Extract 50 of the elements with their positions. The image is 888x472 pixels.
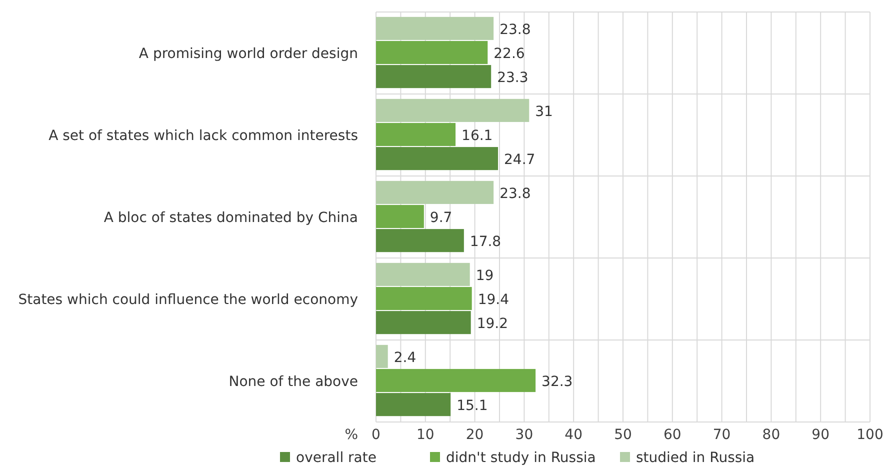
bar <box>376 204 424 228</box>
bar <box>376 368 536 392</box>
bar <box>376 16 494 40</box>
bar <box>376 286 472 310</box>
data-label: 23.8 <box>500 22 531 38</box>
x-tick-label: 0 <box>372 427 380 443</box>
data-label: 19.4 <box>478 292 510 308</box>
bar <box>376 122 456 146</box>
data-label: 22.6 <box>494 46 525 62</box>
bar <box>376 262 470 286</box>
bar <box>376 344 388 368</box>
bar <box>376 98 530 122</box>
x-tick-label: 90 <box>812 427 830 443</box>
x-tick-label: 50 <box>614 427 632 443</box>
x-tick-label: 70 <box>712 427 731 443</box>
bar <box>376 40 488 64</box>
data-label: 23.3 <box>497 70 528 86</box>
x-tick-label: 80 <box>762 427 780 443</box>
data-label: 19 <box>476 268 494 284</box>
y-tick-label: A promising world order design <box>138 46 358 62</box>
x-tick-label: 100 <box>856 427 884 443</box>
y-tick-label: None of the above <box>228 374 358 390</box>
data-label: 16.1 <box>462 128 493 144</box>
bar <box>376 393 451 416</box>
y-tick-label: A bloc of states dominated by China <box>104 210 358 226</box>
legend-label: didn't study in Russia <box>446 450 596 466</box>
x-tick-label: 30 <box>515 427 534 443</box>
data-label: 2.4 <box>394 350 416 366</box>
x-tick-label: 20 <box>466 427 484 443</box>
x-tick-label: 60 <box>663 427 682 443</box>
data-label: 15.1 <box>456 398 488 414</box>
x-tick-label: 10 <box>416 427 434 443</box>
data-label: 19.2 <box>476 316 508 332</box>
y-tick-label: A set of states which lack common interests <box>48 128 358 144</box>
x-axis-title: % <box>344 427 358 443</box>
data-label: 31 <box>535 104 553 120</box>
bar <box>376 180 494 204</box>
legend-label: studied in Russia <box>636 450 755 466</box>
x-tick-label: 40 <box>564 427 583 443</box>
data-label: 24.7 <box>504 152 536 168</box>
legend-label: overall rate <box>296 450 376 466</box>
bar <box>376 147 498 170</box>
bar <box>376 65 492 88</box>
data-label: 17.8 <box>470 234 502 250</box>
data-label: 23.8 <box>500 186 531 202</box>
bar <box>376 311 471 334</box>
bar <box>376 229 464 252</box>
data-label: 9.7 <box>430 210 452 226</box>
y-tick-label: States which could influence the world economy <box>18 292 358 308</box>
data-label: 32.3 <box>542 374 573 390</box>
